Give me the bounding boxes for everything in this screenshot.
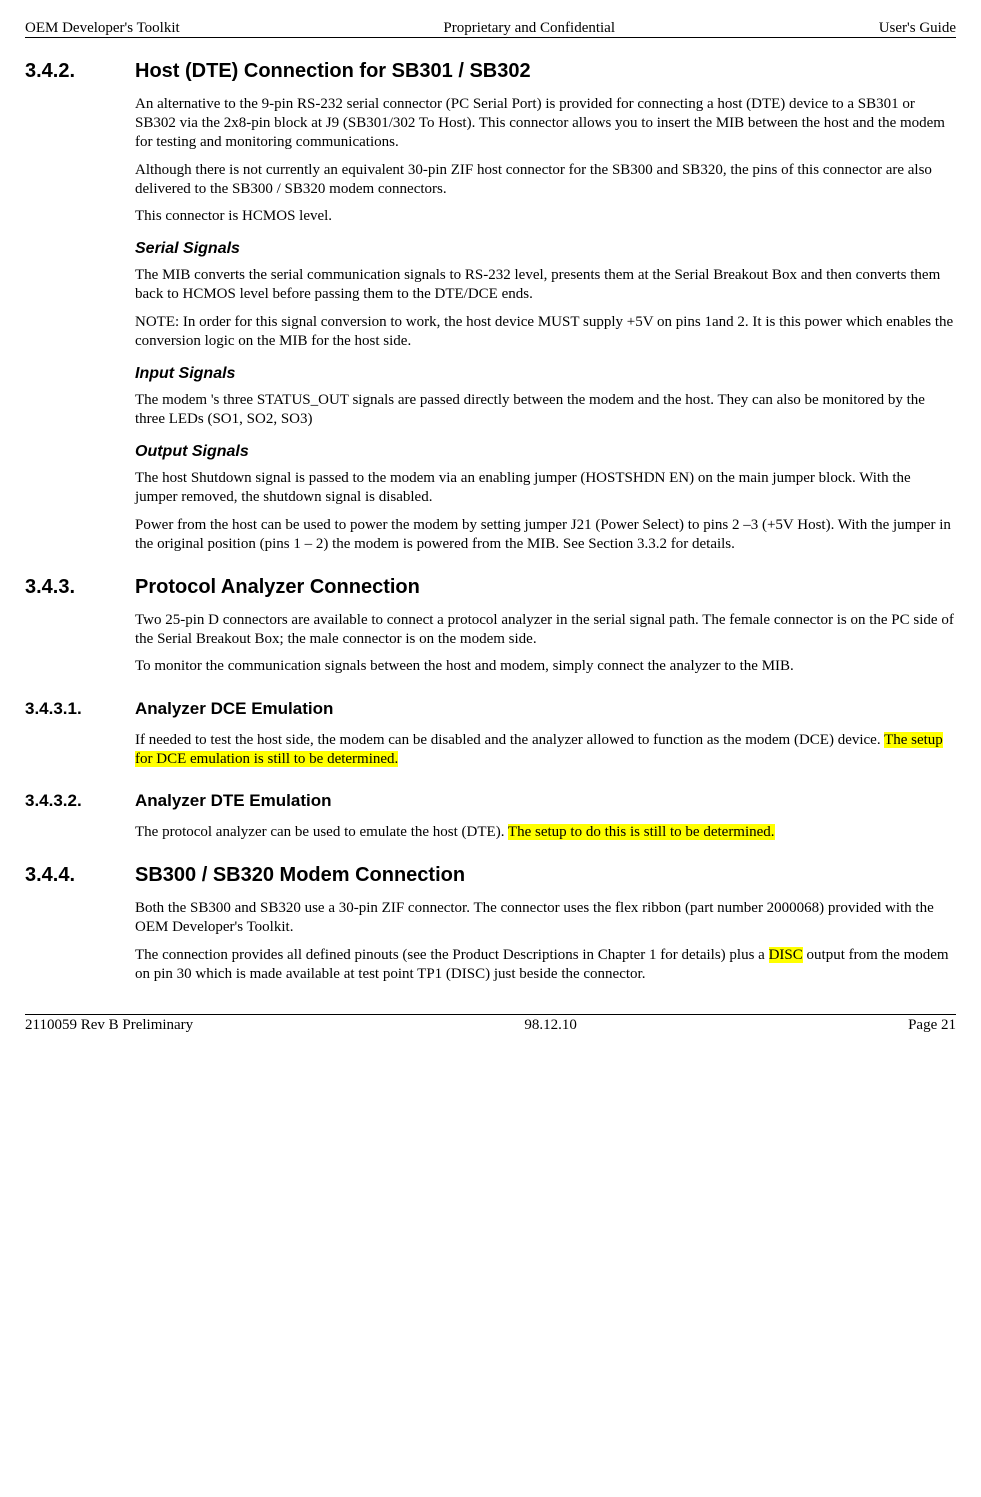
- section-title: Analyzer DTE Emulation: [135, 791, 331, 811]
- footer-center: 98.12.10: [524, 1017, 577, 1034]
- section-3-4-4-heading: 3.4.4. SB300 / SB320 Modem Connection: [25, 864, 956, 887]
- text-run: The protocol analyzer can be used to emu…: [135, 824, 508, 840]
- paragraph: Both the SB300 and SB320 use a 30-pin ZI…: [135, 899, 956, 937]
- section-number: 3.4.3.1.: [25, 699, 135, 719]
- section-number: 3.4.2.: [25, 60, 135, 83]
- paragraph: To monitor the communication signals bet…: [135, 657, 956, 676]
- paragraph: The modem 's three STATUS_OUT signals ar…: [135, 391, 956, 429]
- section-3-4-3-2-heading: 3.4.3.2. Analyzer DTE Emulation: [25, 791, 956, 811]
- paragraph: This connector is HCMOS level.: [135, 207, 956, 226]
- highlighted-text: The setup to do this is still to be dete…: [508, 824, 775, 840]
- paragraph: Two 25-pin D connectors are available to…: [135, 611, 956, 649]
- section-title: Protocol Analyzer Connection: [135, 576, 420, 599]
- paragraph: The MIB converts the serial communicatio…: [135, 266, 956, 304]
- paragraph: The protocol analyzer can be used to emu…: [135, 823, 956, 842]
- section-title: SB300 / SB320 Modem Connection: [135, 864, 465, 887]
- paragraph: The connection provides all defined pino…: [135, 946, 956, 984]
- footer-left: 2110059 Rev B Preliminary: [25, 1017, 193, 1034]
- paragraph: Although there is not currently an equiv…: [135, 161, 956, 199]
- header-right: User's Guide: [879, 20, 956, 37]
- subheading-output-signals: Output Signals: [135, 443, 956, 461]
- header-center: Proprietary and Confidential: [443, 20, 615, 37]
- page-footer: 2110059 Rev B Preliminary 98.12.10 Page …: [25, 1014, 956, 1034]
- section-title: Analyzer DCE Emulation: [135, 699, 333, 719]
- paragraph: If needed to test the host side, the mod…: [135, 731, 956, 769]
- text-run: If needed to test the host side, the mod…: [135, 732, 884, 748]
- header-left: OEM Developer's Toolkit: [25, 20, 180, 37]
- section-title: Host (DTE) Connection for SB301 / SB302: [135, 60, 531, 83]
- paragraph: An alternative to the 9-pin RS-232 seria…: [135, 95, 956, 153]
- section-3-4-3-heading: 3.4.3. Protocol Analyzer Connection: [25, 576, 956, 599]
- section-number: 3.4.3.2.: [25, 791, 135, 811]
- section-number: 3.4.3.: [25, 576, 135, 599]
- subheading-input-signals: Input Signals: [135, 365, 956, 383]
- section-3-4-3-1-heading: 3.4.3.1. Analyzer DCE Emulation: [25, 699, 956, 719]
- paragraph: Power from the host can be used to power…: [135, 516, 956, 554]
- page-header: OEM Developer's Toolkit Proprietary and …: [25, 20, 956, 38]
- highlighted-text: DISC: [769, 947, 803, 963]
- footer-right: Page 21: [908, 1017, 956, 1034]
- subheading-serial-signals: Serial Signals: [135, 240, 956, 258]
- section-3-4-2-heading: 3.4.2. Host (DTE) Connection for SB301 /…: [25, 60, 956, 83]
- text-run: The connection provides all defined pino…: [135, 947, 769, 963]
- paragraph: The host Shutdown signal is passed to th…: [135, 469, 956, 507]
- paragraph: NOTE: In order for this signal conversio…: [135, 313, 956, 351]
- section-number: 3.4.4.: [25, 864, 135, 887]
